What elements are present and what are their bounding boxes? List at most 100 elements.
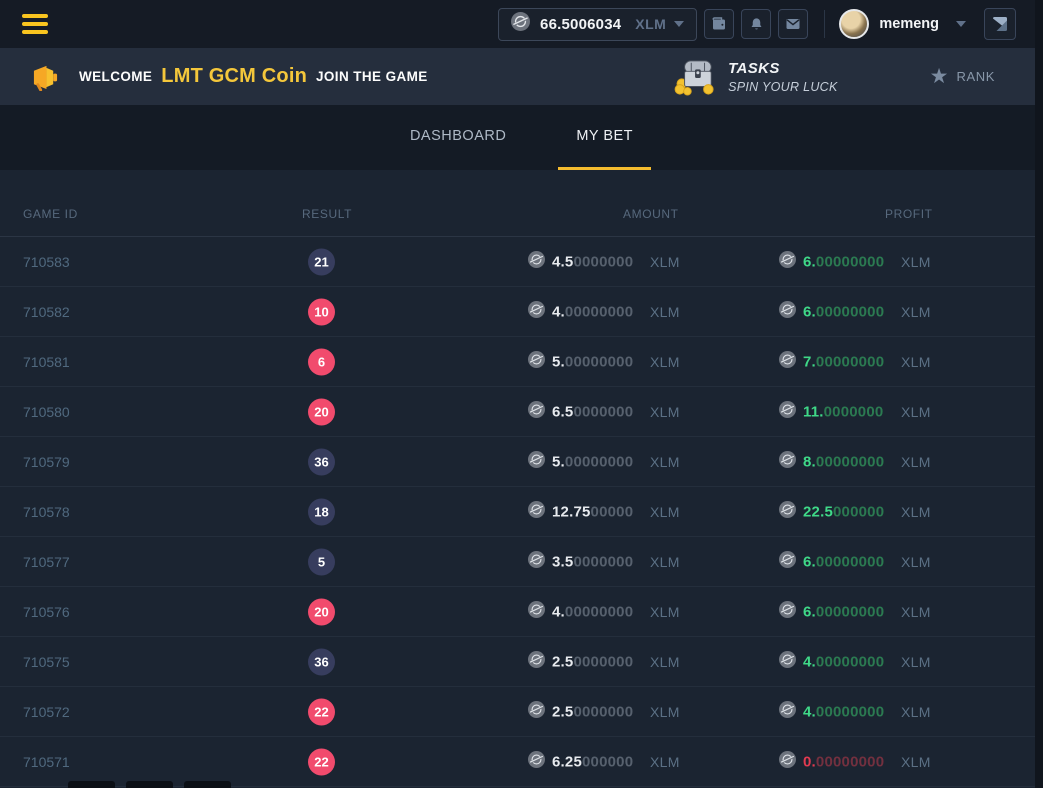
header-profit: PROFIT [885, 207, 933, 221]
messages-button[interactable] [778, 9, 808, 39]
table-row[interactable]: 710583214.50000000XLM6.00000000XLM [0, 237, 1043, 287]
table-row[interactable]: 710580206.50000000XLM11.0000000XLM [0, 387, 1043, 437]
stellar-coin-icon [779, 751, 796, 773]
stellar-coin-icon [528, 651, 545, 673]
menu-icon[interactable] [22, 14, 48, 34]
wallet-icon [711, 16, 727, 32]
amount-currency: XLM [650, 754, 680, 770]
tasks-title: TASKS [728, 60, 838, 77]
table-row[interactable]: 71058165.00000000XLM7.00000000XLM [0, 337, 1043, 387]
table-row[interactable]: 710579365.00000000XLM8.00000000XLM [0, 437, 1043, 487]
amount-value: 5.00000000 [552, 353, 633, 370]
bell-icon [749, 17, 764, 32]
result-badge: 6 [308, 348, 335, 375]
profit-currency: XLM [901, 354, 931, 370]
table-row[interactable]: 710575362.50000000XLM4.00000000XLM [0, 637, 1043, 687]
header-game-id: GAME ID [23, 207, 78, 221]
welcome-prefix: WELCOME [79, 69, 152, 84]
avatar [839, 9, 869, 39]
table-row[interactable]: 710582104.00000000XLM6.00000000XLM [0, 287, 1043, 337]
result-badge: 22 [308, 748, 335, 775]
profit-currency: XLM [901, 704, 931, 720]
profit-currency: XLM [901, 404, 931, 420]
profit-currency: XLM [901, 554, 931, 570]
stellar-coin-icon [779, 551, 796, 573]
balance-selector[interactable]: 66.5006034 XLM [498, 8, 697, 41]
cut-off-chip [68, 781, 115, 788]
stellar-coin-icon [779, 601, 796, 623]
profit-value: 4.00000000 [803, 653, 884, 670]
header-amount: AMOUNT [623, 207, 679, 221]
table-body: 710583214.50000000XLM6.00000000XLM710582… [0, 237, 1043, 787]
game-id: 710579 [23, 454, 70, 470]
stellar-coin-icon [779, 451, 796, 473]
result-badge: 36 [308, 648, 335, 675]
amount-currency: XLM [650, 704, 680, 720]
game-id: 710576 [23, 604, 70, 620]
table-row[interactable]: 7105781812.7500000XLM22.5000000XLM [0, 487, 1043, 537]
result-badge: 18 [308, 498, 335, 525]
result-badge: 21 [308, 248, 335, 275]
result-badge: 22 [308, 698, 335, 725]
chat-toggle-button[interactable] [984, 8, 1016, 40]
game-id: 710580 [23, 404, 70, 420]
amount-currency: XLM [650, 404, 680, 420]
brand-name: LMT GCM Coin [161, 65, 307, 88]
stellar-coin-icon [779, 251, 796, 273]
stellar-coin-icon [528, 701, 545, 723]
welcome-suffix: JOIN THE GAME [316, 69, 428, 84]
treasure-chest-icon [674, 58, 718, 96]
profit-value: 22.5000000 [803, 503, 884, 520]
stellar-coin-icon [511, 12, 530, 36]
notifications-button[interactable] [741, 9, 771, 39]
game-id: 710572 [23, 704, 70, 720]
tasks-subtitle: SPIN YOUR LUCK [728, 80, 838, 94]
profit-value: 7.00000000 [803, 353, 884, 370]
amount-currency: XLM [650, 504, 680, 520]
amount-currency: XLM [650, 604, 680, 620]
chat-icon [990, 14, 1010, 34]
table-row[interactable]: 710576204.00000000XLM6.00000000XLM [0, 587, 1043, 637]
result-badge: 20 [308, 598, 335, 625]
profit-value: 6.00000000 [803, 553, 884, 570]
banner-right: TASKS SPIN YOUR LUCK ★ RANK [674, 58, 995, 96]
scrollbar-track[interactable] [1035, 0, 1043, 788]
stellar-coin-icon [528, 601, 545, 623]
amount-value: 5.00000000 [552, 453, 633, 470]
amount-value: 6.25000000 [552, 753, 633, 770]
amount-value: 6.50000000 [552, 403, 633, 420]
envelope-icon [785, 16, 801, 32]
user-menu[interactable]: memeng [839, 9, 966, 39]
wallet-button[interactable] [704, 9, 734, 39]
stellar-coin-icon [779, 301, 796, 323]
profit-currency: XLM [901, 654, 931, 670]
stellar-coin-icon [528, 501, 545, 523]
welcome-message: WELCOME LMT GCM Coin JOIN THE GAME [32, 62, 428, 91]
stellar-coin-icon [528, 401, 545, 423]
profit-currency: XLM [901, 254, 931, 270]
tab-my-bet[interactable]: MY BET [558, 105, 651, 170]
stellar-coin-icon [528, 351, 545, 373]
table-row[interactable]: 710571226.25000000XLM0.00000000XLM [0, 737, 1043, 787]
header-result: RESULT [302, 207, 352, 221]
stellar-coin-icon [528, 751, 545, 773]
stellar-coin-icon [528, 301, 545, 323]
profit-value: 6.00000000 [803, 603, 884, 620]
amount-value: 4.00000000 [552, 303, 633, 320]
page: 66.5006034 XLM [0, 0, 1043, 788]
stellar-coin-icon [779, 701, 796, 723]
profit-currency: XLM [901, 454, 931, 470]
stellar-coin-icon [528, 451, 545, 473]
result-badge: 5 [308, 548, 335, 575]
table-row[interactable]: 710572222.50000000XLM4.00000000XLM [0, 687, 1043, 737]
profit-currency: XLM [901, 304, 931, 320]
table-row[interactable]: 71057753.50000000XLM6.00000000XLM [0, 537, 1043, 587]
navbar-right: 66.5006034 XLM [498, 8, 1016, 41]
divider [824, 10, 825, 38]
profit-value: 4.00000000 [803, 703, 884, 720]
cut-off-chip [126, 781, 173, 788]
star-icon: ★ [930, 66, 949, 87]
tasks-button[interactable]: TASKS SPIN YOUR LUCK [674, 58, 838, 96]
rank-button[interactable]: ★ RANK [930, 66, 995, 87]
tab-dashboard[interactable]: DASHBOARD [392, 105, 524, 170]
